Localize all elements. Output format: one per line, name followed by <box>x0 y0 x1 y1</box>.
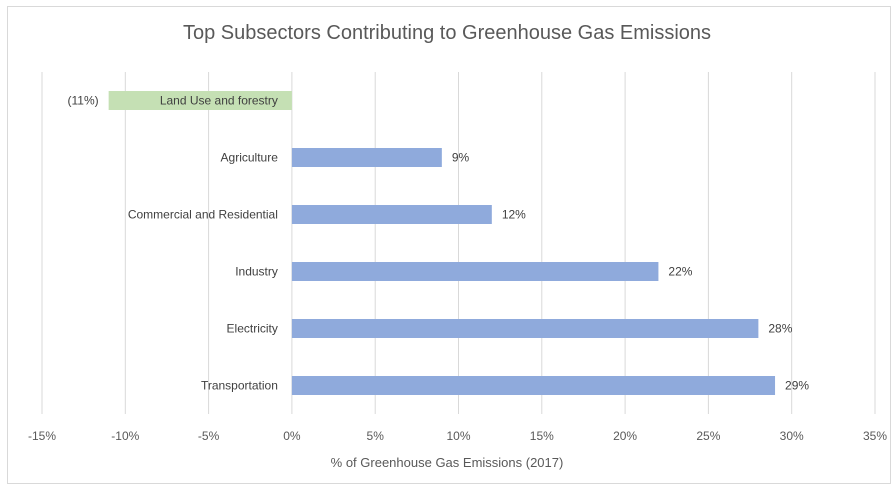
x-tick-label: 35% <box>863 429 887 443</box>
x-tick-label: 25% <box>696 429 720 443</box>
category-label: Transportation <box>201 379 278 393</box>
data-label: 29% <box>785 379 809 393</box>
data-label: 9% <box>452 151 470 165</box>
chart-frame <box>7 6 891 484</box>
x-tick-label: -10% <box>111 429 139 443</box>
x-tick-label: 20% <box>613 429 637 443</box>
bar <box>291 205 492 224</box>
x-tick-label: 5% <box>367 429 385 443</box>
x-tick-label: 30% <box>780 429 804 443</box>
x-tick-label: 0% <box>283 429 301 443</box>
category-label: Land Use and forestry <box>160 94 278 108</box>
x-axis-label: % of Greenhouse Gas Emissions (2017) <box>330 455 564 470</box>
bar <box>108 91 292 110</box>
x-tick-label: -5% <box>198 429 220 443</box>
category-label: Commercial and Residential <box>128 208 278 222</box>
bar <box>291 376 776 395</box>
bar <box>291 262 659 281</box>
data-label: (11%) <box>68 94 99 108</box>
category-label: Electricity <box>227 322 278 336</box>
data-label: 22% <box>668 265 692 279</box>
bar <box>291 319 759 338</box>
data-label: 12% <box>502 208 526 222</box>
category-label: Agriculture <box>221 151 279 165</box>
chart-title: Top Subsectors Contributing to Greenhous… <box>182 22 712 44</box>
data-label: 28% <box>768 322 792 336</box>
bar <box>291 148 442 167</box>
x-tick-label: 15% <box>530 429 554 443</box>
x-tick-label: -15% <box>28 429 56 443</box>
category-label: Industry <box>235 265 278 279</box>
x-tick-label: 10% <box>446 429 470 443</box>
